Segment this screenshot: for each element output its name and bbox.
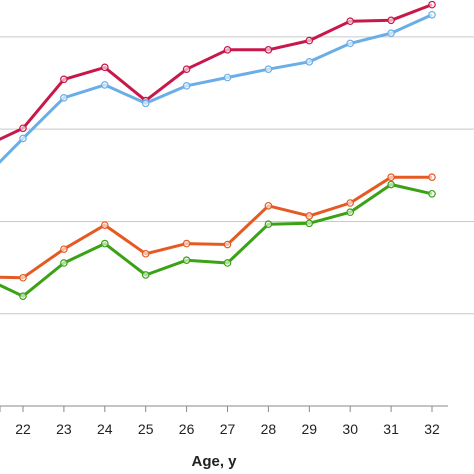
x-tick-label: 30 bbox=[342, 421, 358, 437]
data-point bbox=[387, 16, 395, 25]
data-point bbox=[428, 173, 436, 181]
data-point bbox=[305, 36, 314, 45]
data-point bbox=[305, 219, 314, 228]
data-point bbox=[60, 75, 68, 84]
data-point bbox=[387, 180, 395, 189]
data-point bbox=[223, 240, 232, 249]
data-point bbox=[264, 220, 273, 229]
data-point bbox=[60, 245, 68, 253]
data-point bbox=[101, 81, 109, 89]
data-point bbox=[305, 212, 314, 220]
data-point bbox=[346, 208, 355, 217]
data-point bbox=[141, 271, 150, 279]
series-line bbox=[0, 13, 433, 164]
data-point bbox=[264, 65, 273, 74]
x-axis: 22 23 24 25 26 27 28 29 30 31 32 bbox=[0, 405, 448, 437]
series-3 bbox=[0, 173, 436, 282]
series-layer bbox=[0, 0, 436, 300]
data-point bbox=[387, 173, 395, 181]
x-tick-label: 32 bbox=[424, 421, 440, 437]
data-point bbox=[346, 199, 355, 207]
data-point bbox=[387, 29, 395, 38]
data-point bbox=[101, 221, 109, 229]
data-point bbox=[223, 73, 232, 82]
data-point bbox=[182, 239, 191, 248]
data-point bbox=[101, 63, 109, 72]
data-point bbox=[223, 46, 232, 54]
data-point bbox=[101, 239, 109, 248]
x-tick-label: 22 bbox=[15, 421, 31, 437]
data-point bbox=[182, 65, 191, 74]
x-tick-label: 23 bbox=[56, 421, 72, 437]
x-tick-label: 26 bbox=[179, 421, 195, 437]
data-point bbox=[141, 249, 150, 258]
series-4 bbox=[0, 180, 436, 300]
data-point bbox=[428, 10, 436, 19]
x-tick-label: 25 bbox=[138, 421, 154, 437]
x-tick-label: 29 bbox=[302, 421, 318, 437]
series-line bbox=[0, 183, 433, 298]
data-point bbox=[19, 134, 27, 143]
data-point bbox=[182, 82, 191, 90]
gridlines bbox=[0, 36, 474, 315]
data-point bbox=[305, 58, 314, 66]
x-axis-title: Age, y bbox=[191, 453, 237, 470]
series-line bbox=[0, 175, 432, 280]
data-point bbox=[346, 39, 355, 48]
data-point bbox=[223, 259, 232, 267]
data-point bbox=[19, 292, 27, 300]
data-point bbox=[264, 201, 273, 210]
series-2 bbox=[0, 10, 436, 164]
x-tick-label: 27 bbox=[220, 421, 236, 437]
data-point bbox=[264, 46, 273, 54]
series-line bbox=[0, 3, 433, 141]
data-point bbox=[346, 17, 355, 26]
data-point bbox=[19, 124, 27, 133]
x-tick-label: 28 bbox=[261, 421, 277, 437]
data-point bbox=[428, 0, 436, 9]
data-point bbox=[141, 99, 150, 108]
data-point bbox=[182, 256, 191, 265]
data-point bbox=[19, 273, 27, 282]
series-1 bbox=[0, 0, 436, 141]
x-tick-label: 24 bbox=[97, 421, 113, 437]
data-point bbox=[428, 189, 436, 198]
data-point bbox=[60, 259, 68, 267]
x-tick-label: 31 bbox=[383, 421, 399, 437]
data-point bbox=[60, 94, 68, 102]
